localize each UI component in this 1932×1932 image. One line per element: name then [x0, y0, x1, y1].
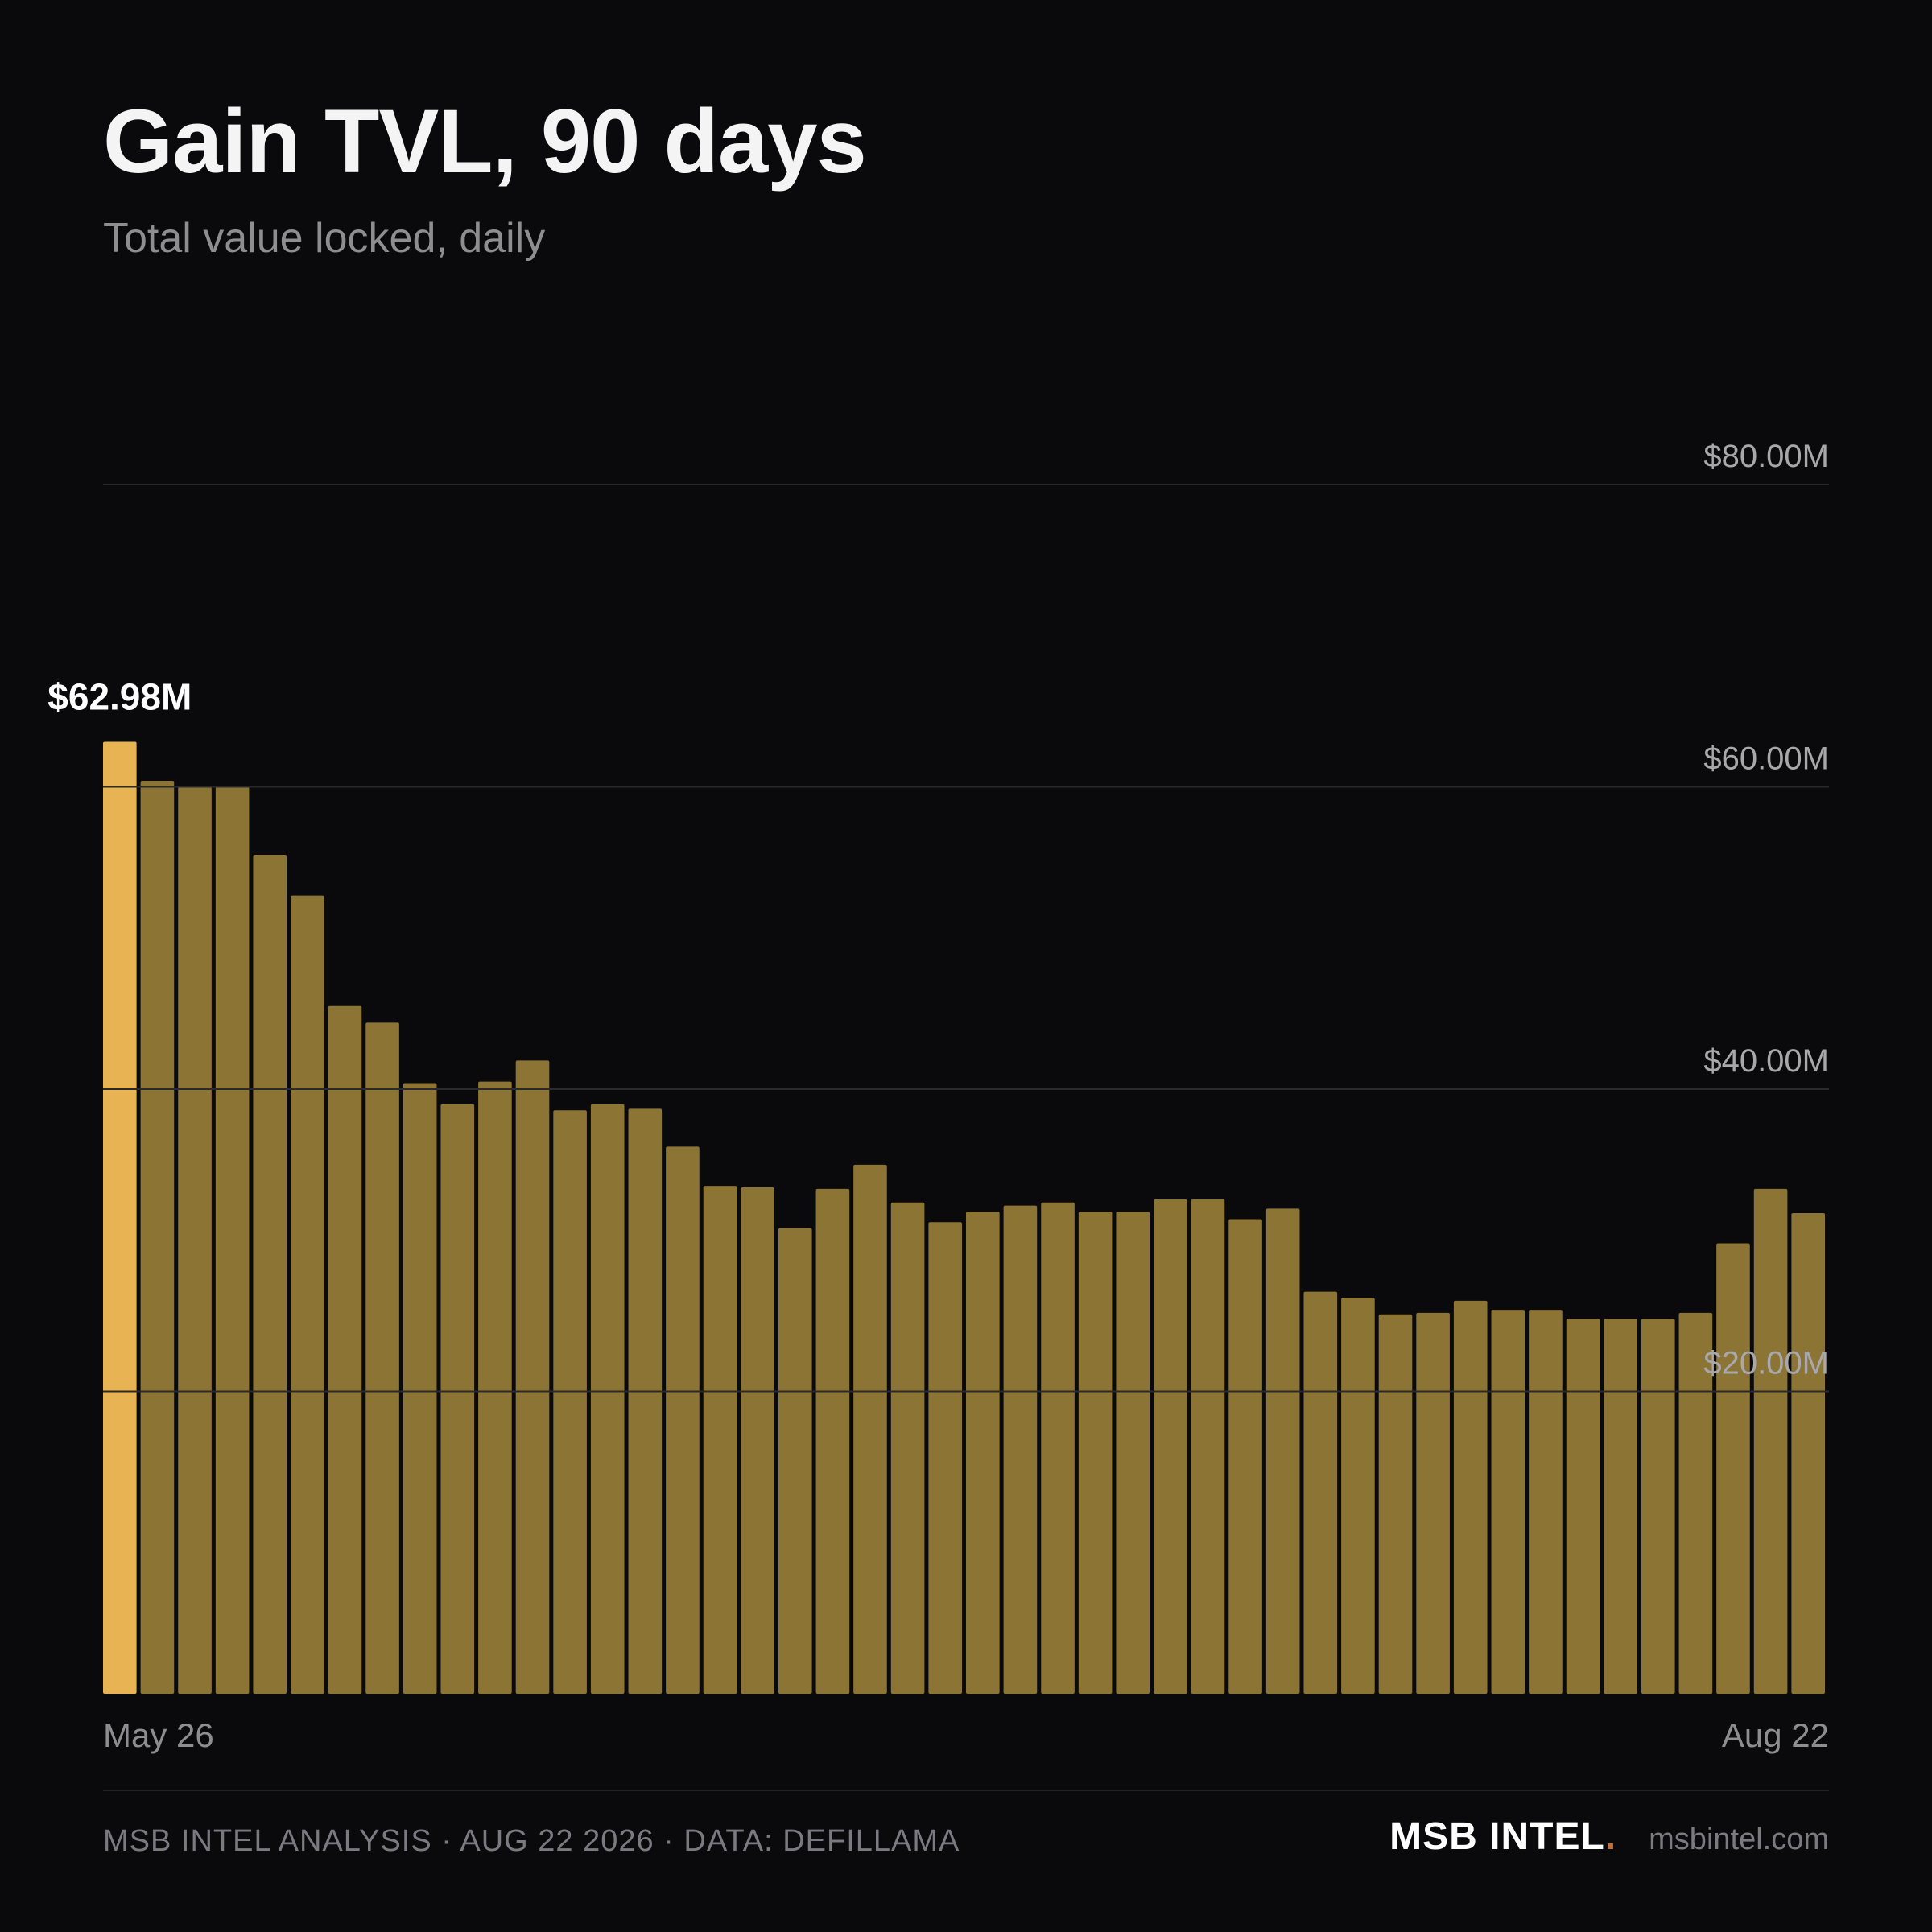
bar: [515, 1060, 550, 1694]
bar: [1228, 1219, 1262, 1694]
bar: [703, 1186, 737, 1694]
x-end-label: Aug 22: [1722, 1716, 1829, 1754]
bar: [1604, 1319, 1637, 1694]
bar: [1529, 1310, 1563, 1694]
bar: [590, 1104, 625, 1694]
bar: [1041, 1202, 1075, 1694]
bar: [778, 1228, 812, 1694]
bar: [1154, 1199, 1187, 1694]
bar: [815, 1188, 850, 1694]
bar-layer: [103, 741, 1825, 1695]
y-tick-label: $20.00M: [1703, 1346, 1829, 1381]
page-subtitle: Total value locked, daily: [103, 215, 546, 262]
bar: [1341, 1298, 1375, 1694]
bar: [178, 786, 212, 1694]
brand-dot: .: [1604, 1815, 1617, 1858]
bar: [253, 854, 287, 1694]
bar: [741, 1187, 774, 1694]
bar: [140, 780, 175, 1694]
bar: [1378, 1314, 1413, 1694]
bar: [440, 1104, 475, 1694]
bar: [1078, 1212, 1113, 1694]
bar: [291, 895, 324, 1694]
bar: [553, 1110, 587, 1694]
site-url[interactable]: msbintel.com: [1649, 1823, 1829, 1856]
bar: [1191, 1199, 1225, 1694]
bar: [666, 1146, 700, 1694]
bar-highlight: [103, 741, 137, 1694]
bar: [1753, 1188, 1788, 1694]
grid-layer: [103, 484, 1829, 1393]
label-layer: $20.00M $40.00M $60.00M $80.00M May 26 Aug 22…: [47, 439, 1829, 1754]
bar: [1641, 1319, 1675, 1694]
bar: [853, 1164, 887, 1695]
bar: [628, 1108, 663, 1694]
bar: [890, 1202, 925, 1694]
footer-divider: [103, 1790, 1829, 1791]
y-tick-label: $60.00M: [1703, 741, 1829, 777]
bar: [402, 1083, 437, 1694]
bar: [1453, 1300, 1488, 1694]
bar: [1416, 1312, 1450, 1694]
bar: [928, 1222, 962, 1694]
bar: [1491, 1310, 1525, 1694]
bar: [1116, 1212, 1150, 1694]
bar: [478, 1081, 512, 1694]
bar: [1678, 1312, 1713, 1694]
bar: [966, 1212, 1000, 1694]
bar: [1566, 1319, 1600, 1694]
brand-logo: MSB INTEL.: [1389, 1818, 1616, 1856]
y-tick-label: $40.00M: [1703, 1043, 1829, 1079]
bar: [1791, 1212, 1825, 1694]
footer-credit: MSB INTEL ANALYSIS · AUG 22 2026 · DATA:…: [103, 1824, 960, 1858]
highlight-value-label: $62.98M: [47, 676, 192, 718]
footer-brand-block: MSB INTEL. msbintel.com: [1389, 1818, 1829, 1856]
bar: [1265, 1208, 1300, 1694]
x-start-label: May 26: [103, 1716, 214, 1754]
y-tick-label: $80.00M: [1703, 439, 1829, 474]
bar: [1716, 1243, 1750, 1694]
bar: [365, 1022, 399, 1694]
bar: [328, 1005, 362, 1694]
brand-name: MSB INTEL: [1389, 1815, 1605, 1858]
page-title: Gain TVL, 90 days: [103, 91, 867, 192]
bar: [215, 786, 250, 1694]
bar: [1003, 1205, 1038, 1694]
bar: [1303, 1291, 1338, 1694]
